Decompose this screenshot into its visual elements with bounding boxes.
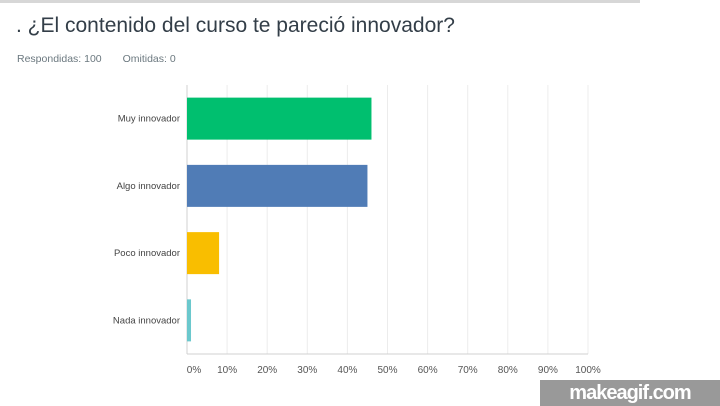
answered-count: Respondidas: 100 xyxy=(17,53,102,65)
bar-algo-innovador xyxy=(187,164,368,207)
category-label: Poco innovador xyxy=(114,248,180,259)
x-tick-label: 40% xyxy=(337,365,357,376)
response-summary: Respondidas: 100 Omitidas: 0 xyxy=(17,53,194,65)
skipped-count: Omitidas: 0 xyxy=(122,53,176,65)
top-divider xyxy=(0,0,640,3)
x-tick-label: 80% xyxy=(498,365,518,376)
x-tick-label: 30% xyxy=(297,365,317,376)
x-tick-label: 50% xyxy=(377,365,397,376)
x-tick-label: 70% xyxy=(458,365,478,376)
x-tick-label: 0% xyxy=(187,365,202,376)
question-title: . ¿El contenido del curso te pareció inn… xyxy=(16,14,455,37)
x-tick-label: 90% xyxy=(538,365,558,376)
watermark: makeagif.com xyxy=(540,380,720,406)
bar-muy-innovador xyxy=(187,97,372,140)
category-label: Algo innovador xyxy=(117,181,180,192)
bar-poco-innovador xyxy=(187,232,220,275)
category-label: Muy innovador xyxy=(118,114,180,125)
x-tick-label: 20% xyxy=(257,365,277,376)
x-tick-label: 10% xyxy=(217,365,237,376)
bar-nada-innovador xyxy=(187,299,192,342)
x-tick-label: 100% xyxy=(575,365,601,376)
x-tick-label: 60% xyxy=(418,365,438,376)
category-label: Nada innovador xyxy=(113,315,180,326)
